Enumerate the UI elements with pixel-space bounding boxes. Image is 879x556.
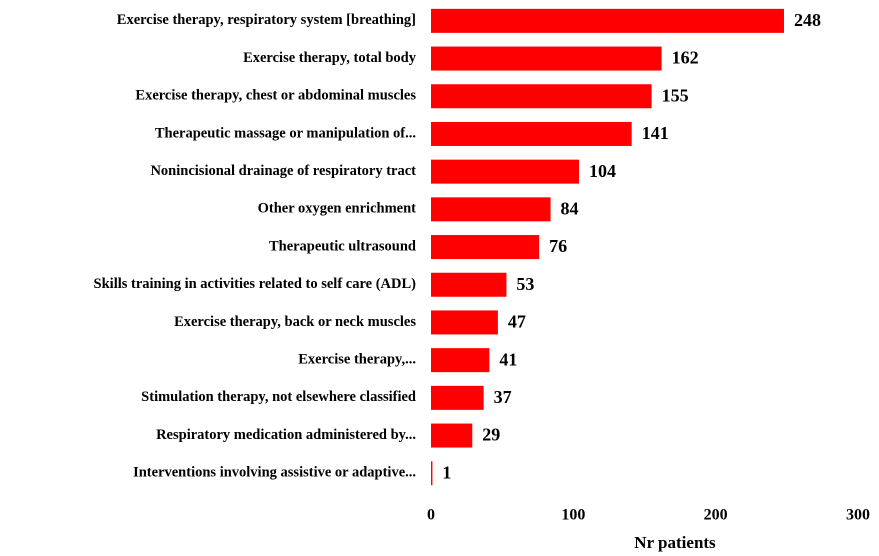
category-label: Exercise therapy, back or neck muscles [174, 314, 416, 330]
category-label: Nonincisional drainage of respiratory tr… [150, 163, 416, 179]
category-label: Exercise therapy, total body [243, 50, 417, 66]
category-label: Exercise therapy,... [298, 351, 416, 367]
x-tick-label: 300 [846, 507, 870, 524]
value-label: 47 [508, 312, 526, 332]
category-label: Exercise therapy, chest or abdominal mus… [135, 88, 416, 104]
x-axis-title: Nr patients [634, 533, 716, 552]
value-label: 37 [494, 387, 512, 407]
value-label: 29 [482, 425, 500, 445]
bar [431, 8, 784, 33]
bar [431, 84, 652, 109]
bar [431, 423, 473, 448]
bar [431, 46, 662, 71]
value-label: 104 [589, 161, 616, 181]
bar [431, 348, 490, 373]
category-label: Respiratory medication administered by..… [156, 427, 416, 443]
bar [431, 272, 507, 297]
value-label: 53 [516, 274, 534, 294]
category-label: Other oxygen enrichment [258, 201, 417, 217]
bar [431, 159, 580, 184]
category-label: Stimulation therapy, not elsewhere class… [141, 389, 416, 405]
value-label: 162 [672, 48, 699, 68]
x-tick-label: 0 [427, 507, 435, 524]
bar [431, 461, 433, 486]
value-label: 141 [642, 123, 669, 143]
category-label: Exercise therapy, respiratory system [br… [117, 12, 416, 28]
bar [431, 385, 484, 410]
value-label: 1 [442, 462, 451, 482]
value-label: 84 [561, 198, 579, 218]
x-tick-label: 100 [561, 507, 585, 524]
x-tick-label: 200 [704, 507, 728, 524]
value-label: 76 [549, 236, 567, 256]
category-label: Skills training in activities related to… [94, 276, 417, 292]
value-label: 248 [794, 10, 821, 30]
bar [431, 121, 632, 146]
bar [431, 197, 551, 222]
bar [431, 235, 540, 260]
category-label: Therapeutic massage or manipulation of..… [155, 125, 416, 141]
value-label: 155 [662, 85, 689, 105]
bar [431, 310, 498, 335]
value-label: 41 [499, 349, 517, 369]
category-label: Interventions involving assistive or ada… [133, 465, 416, 481]
category-label: Therapeutic ultrasound [269, 238, 416, 254]
